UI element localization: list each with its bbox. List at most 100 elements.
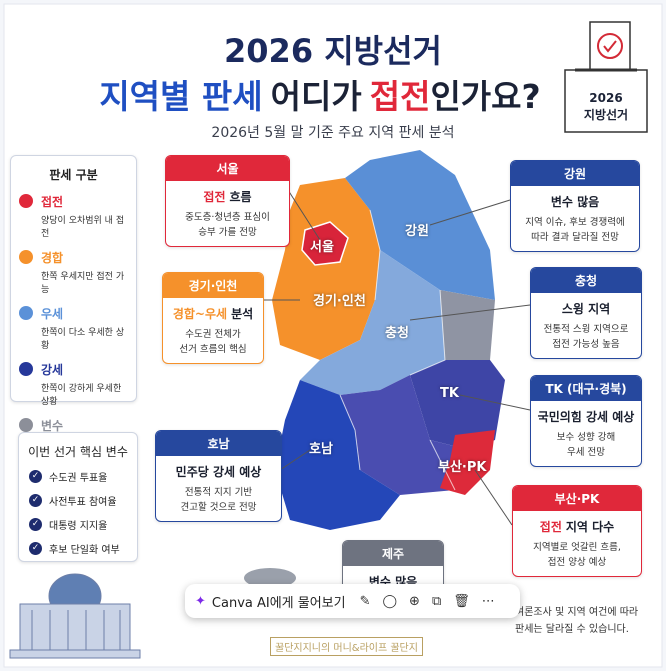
key-variable-text: 후보 단일화 여부	[49, 545, 120, 556]
check-icon: ✓	[29, 542, 42, 555]
callout-line: 승부 가를 전망	[198, 227, 257, 238]
ask-ai-button[interactable]: Canva AI에게 물어보기	[211, 595, 346, 611]
callout-line: 지역별로 엇갈린 흐름,	[533, 542, 621, 553]
callout-headline-text: 스윙 지역	[561, 302, 611, 316]
key-variable: ✓ 대통령 지지율	[29, 517, 127, 532]
decoration	[369, 209, 381, 301]
legend-label: 강세	[41, 363, 64, 377]
callout-line: 전통적 스윙 지역으로	[543, 324, 629, 335]
decoration	[409, 304, 531, 321]
decoration	[429, 439, 456, 491]
decoration	[9, 649, 141, 659]
map-label: 경기·인천	[313, 294, 366, 309]
callout-region: 강원	[511, 161, 639, 186]
decoration	[440, 290, 495, 360]
callout-emphasis: 경합~우세	[172, 307, 228, 321]
callout: 충청 스윙 지역 전통적 스윙 지역으로 접전 가능성 높음	[530, 267, 642, 359]
callout-line: 전통적 지지 기반	[184, 487, 253, 498]
callout-region: TK (대구·경북)	[531, 376, 641, 401]
decoration: 인가요?	[430, 77, 541, 116]
decoration	[244, 568, 296, 588]
decoration	[301, 221, 349, 266]
decoration: 어디가	[270, 77, 362, 116]
callout-headline: 접전 지역 다수	[513, 518, 641, 535]
map-label: 강원	[405, 224, 429, 239]
decoration	[603, 40, 617, 53]
connectors	[262, 189, 531, 526]
callout: 호남 민주당 강세 예상 전통적 지지 기반 견고할 것으로 전망	[155, 430, 282, 522]
key-variable: ✓ 후보 단일화 여부	[29, 541, 127, 556]
decoration	[597, 33, 623, 59]
decoration	[300, 250, 445, 395]
callout-headline-text: 변수 많음	[550, 195, 600, 209]
legend-dot	[19, 362, 33, 376]
decoration: 2026	[589, 91, 623, 105]
callout-headline: 변수 많음	[511, 193, 639, 210]
decoration	[275, 380, 400, 530]
callout-headline: 접전 흐름	[166, 188, 289, 205]
decoration	[339, 394, 361, 471]
key-variables: 이번 선거 핵심 변수 ✓ 수도권 투표율 ✓ 사전투표 참여율 ✓ 대통령 지지율 ✓ 후보 …	[18, 432, 138, 562]
key-variable-text: 대통령 지지율	[49, 521, 108, 532]
callout-line: 보수 성향 강해	[556, 432, 616, 443]
callout-line: 우세 전망	[567, 447, 605, 458]
capitol	[9, 573, 141, 659]
callout-region: 호남	[156, 431, 281, 456]
decoration	[345, 150, 495, 300]
key-variable: ✓ 수도권 투표율	[29, 469, 127, 484]
title: 2026 지방선거	[224, 32, 442, 70]
callout-headline-text: 분석	[231, 307, 254, 321]
callout-line: 접전 양상 예상	[547, 557, 607, 568]
headline: 지역별 판세 어디가 접전인가요?	[0, 70, 640, 118]
map-label: 충청	[385, 326, 409, 341]
decoration	[279, 449, 311, 471]
callout-emphasis: 접전	[539, 520, 562, 534]
check-icon: ✓	[29, 518, 42, 531]
callout-region: 제주	[343, 541, 443, 566]
legend-desc: 양당이 오차범위 내 접전	[41, 216, 125, 239]
check-icon: ✓	[29, 470, 42, 483]
decoration: 여론조사 및 지역 여건에 따라	[515, 607, 639, 618]
callout-emphasis: 접전	[203, 190, 226, 204]
decoration: 지방선거	[583, 108, 629, 122]
decoration	[474, 469, 513, 526]
map-label: 부산·PK	[438, 460, 487, 475]
korea-map	[244, 150, 505, 588]
decoration	[409, 289, 446, 376]
ai-icon: ✦	[195, 593, 206, 609]
callout-headline-text: 국민의힘 강세 예상	[537, 410, 635, 424]
legend-item: 우세 한쪽이 다소 우세한 상황	[19, 305, 128, 351]
callout-headline-text: 흐름	[229, 190, 252, 204]
legend-label: 접전	[41, 195, 64, 209]
legend-desc: 한쪽 우세지만 접전 가능	[41, 272, 125, 295]
canva-toolbar[interactable]: ✦ Canva AI에게 물어보기 ✎◯⊕⧉🗑⋯	[185, 584, 520, 618]
callout-region: 부산·PK	[513, 486, 641, 511]
callout-headline: 민주당 강세 예상	[156, 463, 281, 480]
decoration	[287, 189, 321, 241]
decoration	[564, 69, 648, 133]
legend-dot	[19, 250, 33, 264]
map-label: TK	[440, 386, 459, 401]
legend-label: 경합	[41, 251, 64, 265]
callout-line: 접전 가능성 높음	[552, 339, 620, 350]
legend-dot	[19, 194, 33, 208]
legend-desc: 한쪽이 강하게 우세한 상황	[41, 384, 122, 407]
legend-label: 변수	[41, 419, 64, 433]
toolbar-icons[interactable]: ✎◯⊕⧉🗑⋯	[359, 593, 507, 609]
legend-dot	[19, 306, 33, 320]
legend-desc: 한쪽이 다소 우세한 상황	[41, 328, 125, 351]
decoration: 지역별 판세	[99, 77, 263, 116]
decoration	[31, 610, 121, 650]
legend-title: 판세 구분	[49, 168, 98, 182]
decoration	[410, 360, 505, 450]
